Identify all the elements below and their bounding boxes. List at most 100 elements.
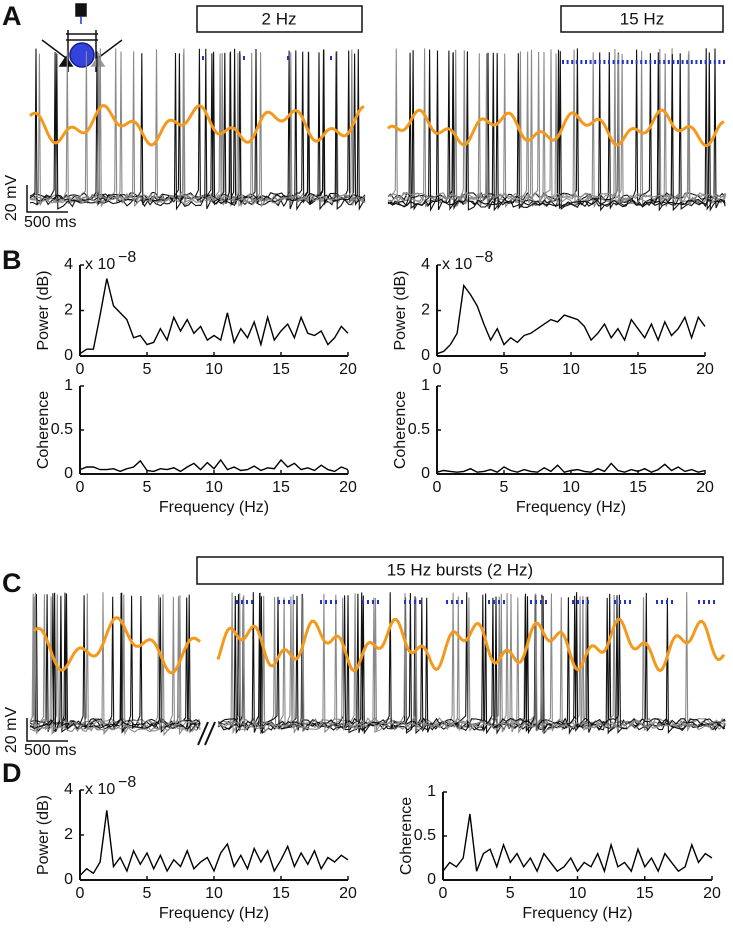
x-tick-label: 20 <box>703 885 721 902</box>
voltage-trace <box>29 48 366 208</box>
stim-dot <box>589 60 592 64</box>
voltage-trace <box>29 48 366 207</box>
stim-dot <box>287 56 289 60</box>
y-axis-label: Coherence <box>35 391 52 469</box>
y-tick-label: 4 <box>64 781 73 798</box>
y-tick-label: 1 <box>421 377 430 394</box>
x-tick-label: 0 <box>433 361 442 378</box>
x-tick-label: 20 <box>696 361 714 378</box>
stim-dot <box>409 600 411 604</box>
stim-dot <box>330 56 332 60</box>
x-tick-label: 10 <box>205 361 223 378</box>
y-tick-label: 0 <box>421 465 430 482</box>
stim-dot <box>241 600 243 604</box>
x-tick-label: 20 <box>339 885 357 902</box>
stim-dot <box>545 600 547 604</box>
x-tick-label: 0 <box>439 885 448 902</box>
stim-dot <box>243 56 245 60</box>
stim-dot <box>562 60 564 64</box>
stim-dot <box>708 600 710 604</box>
stim-dot <box>575 60 578 64</box>
chart: 0 2 4 0 5 10 15 20 Power (dB) Frequency (Hz) x 10−… <box>35 774 357 922</box>
scale-bar-lines <box>26 185 68 213</box>
stim-dot <box>672 60 675 64</box>
y-tick-label: 0 <box>421 347 430 364</box>
x-tick-label: 10 <box>562 361 580 378</box>
x-tick-label: 0 <box>76 361 85 378</box>
multiplier-base: x 10 <box>85 256 115 273</box>
x-tick-label: 5 <box>500 361 509 378</box>
stim-dot <box>577 600 579 604</box>
data-line <box>79 458 349 473</box>
panel-label: D <box>2 758 22 788</box>
stim-dot <box>293 600 295 604</box>
x-tick-label: 15 <box>629 361 647 378</box>
voltage-traces <box>387 48 726 213</box>
voltage-traces <box>29 592 201 737</box>
stim-dot <box>377 600 379 604</box>
x-tick-label: 5 <box>143 479 152 496</box>
y-tick-label: 0.5 <box>51 421 73 438</box>
stimulus-frame <box>196 556 724 585</box>
voltage-trace <box>387 48 726 204</box>
voltage-trace <box>217 592 726 733</box>
voltage-trace <box>217 592 726 730</box>
pipette <box>41 39 67 59</box>
voltage-trace <box>387 50 726 204</box>
panel-label: A <box>2 1 22 31</box>
stim-dot <box>619 600 621 604</box>
panel-label: B <box>2 245 22 275</box>
y-axis-label: Coherence <box>398 797 415 875</box>
voltage-trace <box>29 593 201 731</box>
y-tick-label: 0 <box>64 465 73 482</box>
stim-dot <box>700 60 702 64</box>
stim-dot <box>713 600 715 604</box>
stimulus-box: 2 Hz <box>196 5 363 33</box>
stim-dot <box>690 60 693 64</box>
break-line <box>197 721 209 746</box>
x-tick-label: 10 <box>569 885 587 902</box>
schematic <box>41 3 123 72</box>
stim-dot <box>671 600 673 604</box>
multiplier-base: x 10 <box>85 781 115 798</box>
stim-dot <box>446 600 448 604</box>
voltage-trace <box>29 592 201 734</box>
stim-dot <box>251 600 253 604</box>
stim-dot <box>626 60 629 64</box>
x-tick-label: 10 <box>205 479 223 496</box>
stimulus-box: 15 Hz bursts (2 Hz) <box>196 556 724 585</box>
voltage-trace <box>217 593 726 733</box>
stim-dot <box>535 600 537 604</box>
stim-dot <box>695 60 698 64</box>
stim-dot <box>335 600 337 604</box>
stim-dot <box>571 60 574 64</box>
stim-dot <box>723 60 725 64</box>
y-tick-label: 4 <box>64 256 73 273</box>
x-axis-label: Frequency (Hz) <box>159 499 269 516</box>
chart: 0 2 4 0 5 10 15 20 Power (dB) x 10 −8 <box>392 249 714 378</box>
multiplier-exponent: −8 <box>475 249 493 266</box>
stim-dot <box>617 60 620 64</box>
cell-marker <box>90 55 106 67</box>
x-tick-label: 5 <box>506 885 515 902</box>
stim-dot <box>704 60 707 64</box>
multiplier-exponent: −8 <box>118 249 136 266</box>
voltage-trace <box>29 592 201 736</box>
stimulus-frame <box>196 5 363 33</box>
stim-dot <box>598 60 601 64</box>
stim-dot <box>656 600 658 604</box>
stim-dot <box>404 600 406 604</box>
stim-dot <box>603 60 606 64</box>
stim-dot <box>635 60 638 64</box>
data-line <box>436 283 706 355</box>
x-tick-label: 10 <box>562 479 580 496</box>
stim-dot <box>419 600 421 604</box>
scale-time: 500 ms <box>24 742 76 759</box>
neuron <box>69 42 95 68</box>
stim-dot <box>624 600 626 604</box>
x-tick-label: 15 <box>272 361 290 378</box>
multiplier-exponent: −8 <box>118 774 136 791</box>
stim-dot <box>709 60 712 64</box>
stim-dot <box>320 600 322 604</box>
